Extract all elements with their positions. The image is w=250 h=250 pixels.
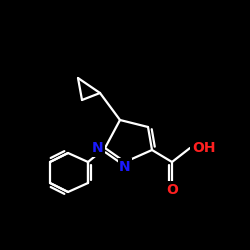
Text: OH: OH xyxy=(192,141,216,155)
Text: O: O xyxy=(166,183,178,197)
Text: N: N xyxy=(119,160,131,174)
Text: N: N xyxy=(92,141,103,155)
